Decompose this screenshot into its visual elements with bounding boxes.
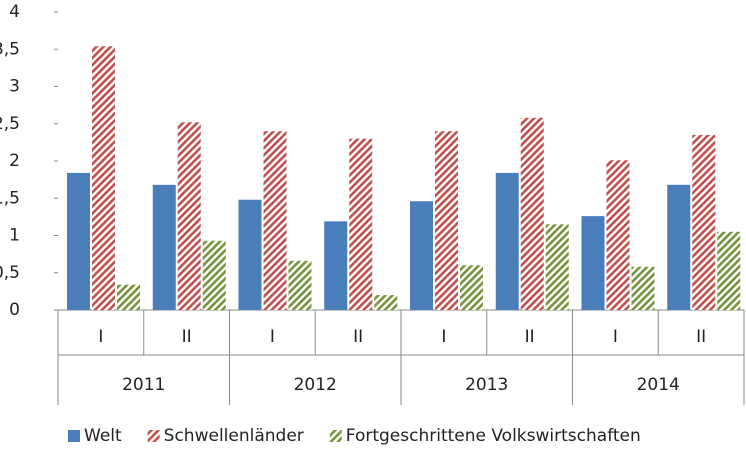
bar <box>349 138 373 310</box>
bar <box>324 221 348 310</box>
bar <box>692 134 716 310</box>
y-tick-label: 3 <box>9 77 20 97</box>
group-label: 2014 <box>637 375 680 395</box>
bar <box>606 160 630 310</box>
y-tick-label: 2,5 <box>0 114 20 134</box>
x-tick-label: II <box>353 327 363 347</box>
bar <box>545 224 569 310</box>
x-tick-label: I <box>613 327 618 347</box>
y-tick-label: 0,5 <box>0 263 20 283</box>
legend-label: Schwellenländer <box>164 426 304 446</box>
x-tick-label: I <box>270 327 275 347</box>
bar <box>717 231 741 310</box>
group-label: 2013 <box>465 375 508 395</box>
legend-label: Welt <box>84 426 122 446</box>
bar <box>152 184 176 310</box>
bar <box>238 199 262 310</box>
bar <box>92 46 115 311</box>
bar <box>520 117 544 310</box>
y-tick-label: 1,5 <box>0 188 20 208</box>
x-tick-label: II <box>696 327 706 347</box>
bar <box>631 266 655 310</box>
group-label: 2011 <box>122 375 165 395</box>
bar <box>495 172 519 310</box>
bar <box>177 122 201 310</box>
y-tick-label: 4 <box>9 2 20 22</box>
bar <box>202 240 226 310</box>
legend-label: Fortgeschrittene Volkswirtschaften <box>346 426 641 446</box>
x-tick-label: I <box>98 327 103 347</box>
bar <box>435 131 458 310</box>
bar <box>288 260 312 310</box>
bar <box>67 172 90 310</box>
y-tick-label: 2 <box>9 151 20 171</box>
bar <box>667 184 691 310</box>
legend-swatch <box>329 430 342 442</box>
bar <box>263 131 287 310</box>
group-label: 2012 <box>294 375 337 395</box>
x-tick-label: II <box>525 327 535 347</box>
bar <box>581 216 605 310</box>
y-tick-label: 0 <box>9 300 20 320</box>
bar <box>374 295 398 310</box>
y-tick-label: 1 <box>9 226 20 246</box>
y-tick-label: 3,5 <box>0 39 20 59</box>
legend-swatch <box>147 430 160 442</box>
bar <box>117 284 140 310</box>
x-tick-label: I <box>441 327 446 347</box>
x-tick-label: II <box>182 327 192 347</box>
bar <box>410 201 433 310</box>
bar <box>460 265 483 310</box>
legend-swatch <box>68 430 80 442</box>
